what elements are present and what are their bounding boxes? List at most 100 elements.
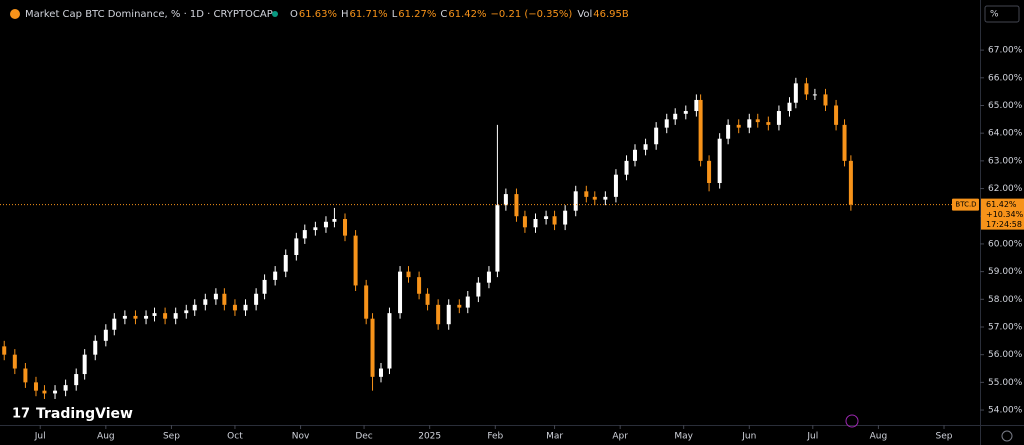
candle-body (33, 382, 38, 391)
candle-body (755, 119, 760, 123)
candle-body (486, 271, 491, 283)
candle-body (776, 111, 781, 125)
candle-body (793, 83, 798, 103)
events-icon[interactable] (845, 414, 859, 428)
candle-body (717, 138, 722, 184)
candle-body (173, 313, 178, 319)
candle-body (673, 113, 678, 120)
price-label: 61.42% (986, 200, 1017, 209)
y-tick-label: 55.00% (988, 378, 1023, 388)
candle-body (302, 230, 307, 239)
ohlc-label: C (440, 9, 447, 20)
candle-body (465, 296, 470, 308)
candle-body (707, 160, 712, 184)
brand-name: TradingView (36, 406, 133, 422)
candle-body (563, 210, 568, 225)
settings-icon[interactable] (1001, 430, 1013, 442)
candle-body (812, 94, 817, 96)
y-tick-label: 64.00% (988, 129, 1023, 139)
candle-body (262, 279, 267, 294)
volume-label: Vol (577, 9, 592, 20)
ohlc-label: L (392, 9, 398, 20)
candle-body (552, 216, 557, 225)
x-tick-label: Jul (806, 432, 818, 442)
candle-body (664, 119, 669, 128)
candle-body (804, 83, 809, 95)
y-tick-label: 56.00% (988, 350, 1023, 360)
x-tick-label: Jun (741, 432, 756, 442)
unit-box[interactable] (984, 5, 1020, 23)
candle-body (514, 194, 519, 217)
candle-body (683, 111, 688, 114)
candle-body (53, 390, 58, 394)
candle-body (592, 196, 597, 200)
candle-body (184, 310, 189, 314)
price-change: +10.34% (986, 210, 1024, 219)
candle-body (544, 216, 549, 220)
candle-body (283, 255, 288, 272)
candle-body (457, 304, 462, 308)
candle-body (42, 390, 47, 394)
candle-body (398, 271, 403, 314)
y-tick-label: 67.00% (988, 46, 1023, 56)
candle-body (12, 354, 17, 369)
candle-body (632, 149, 637, 161)
price-tag (981, 198, 1024, 230)
candle-body (387, 313, 392, 369)
candle-body (332, 219, 337, 222)
ohlc-value: 61.27% (398, 9, 436, 20)
candle-body (603, 196, 608, 200)
candle-body (343, 219, 348, 236)
candle-body (144, 315, 149, 319)
candle-body (232, 304, 237, 311)
candle-body (613, 174, 618, 197)
brand-logo: 17 TradingView (12, 406, 133, 422)
candle-body (726, 124, 731, 139)
candle-body (23, 368, 28, 383)
candle-body (643, 144, 648, 150)
candle-body (406, 271, 411, 278)
candle-body (63, 385, 68, 391)
x-tick-label: Sep (163, 432, 180, 442)
ohlc-value: 61.71% (350, 9, 388, 20)
candle-body (436, 304, 441, 325)
candle-body (698, 99, 703, 161)
ohlc-label: O (290, 9, 298, 20)
candle-body (425, 293, 430, 305)
y-tick-label: 60.00% (988, 239, 1023, 249)
candle-body (243, 304, 248, 311)
x-tick-label: 2025 (418, 432, 441, 442)
candle-body (787, 102, 792, 112)
candle-body (93, 340, 98, 355)
candle-body (323, 221, 328, 228)
y-tick-label: 57.00% (988, 322, 1023, 332)
symbol-icon (10, 9, 20, 19)
chart-title: Market Cap BTC Dominance, % · 1D · CRYPT… (25, 9, 273, 20)
y-tick-label: 63.00% (988, 156, 1023, 166)
candle-body (203, 299, 208, 305)
candle-body (495, 205, 500, 272)
candle-body (74, 374, 79, 386)
candle-body (192, 304, 197, 311)
candle-body (112, 318, 117, 330)
x-tick-label: Oct (227, 432, 243, 442)
candle-body (522, 216, 527, 228)
candle-body (213, 293, 218, 300)
candle-body (313, 227, 318, 231)
x-tick-label: May (674, 432, 693, 442)
candle-body (353, 235, 358, 286)
ohlc-value: 61.42% (448, 9, 486, 20)
x-tick-label: Nov (292, 432, 310, 442)
status-dot (272, 11, 278, 17)
candle-body (152, 313, 157, 316)
y-tick-label: 66.00% (988, 73, 1023, 83)
candle-body (573, 191, 578, 211)
volume-value: 46.95B (593, 9, 629, 20)
ohlc-value: 61.63% (299, 9, 337, 20)
candle-body (122, 315, 127, 319)
change: −0.21 (−0.35%) (491, 9, 573, 20)
x-tick-label: Aug (870, 432, 888, 442)
symbol-label: BTC.D (955, 201, 976, 209)
